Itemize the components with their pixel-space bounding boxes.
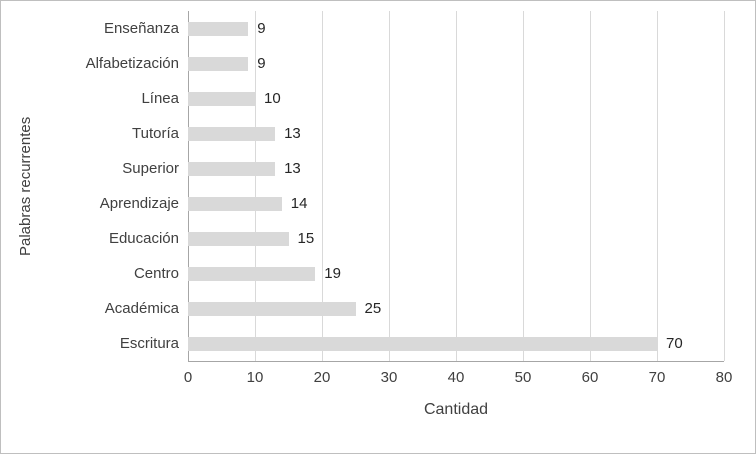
chart-row: Línea 10 [63, 81, 724, 116]
bar-track: 70 [188, 326, 724, 361]
y-axis-title: Palabras recurrentes [17, 116, 34, 256]
category-label: Educación [108, 230, 179, 247]
bar-track: 19 [188, 256, 724, 291]
bar [188, 161, 276, 176]
bar-track: 13 [188, 151, 724, 186]
x-tick-label: 0 [183, 369, 193, 386]
bar-track: 9 [188, 11, 724, 46]
bar [188, 196, 282, 211]
chart-row: Escritura 70 [63, 326, 724, 361]
data-label: 70 [666, 335, 683, 352]
x-axis-title: Cantidad [423, 401, 489, 418]
chart-row: Educación 15 [63, 221, 724, 256]
gridline [389, 11, 390, 361]
category-label: Superior [122, 160, 179, 177]
x-tick-label: 20 [313, 369, 331, 386]
x-tick-label: 30 [380, 369, 398, 386]
chart-row: Académica 25 [63, 291, 724, 326]
plot-rows: Enseñanza 9 Alfabetización 9 Línea 10 Tutoría 1… [63, 11, 724, 361]
data-label: 15 [297, 230, 315, 247]
category-label: Tutoría [132, 125, 179, 142]
gridline [523, 11, 524, 361]
x-tick-label: 10 [246, 369, 264, 386]
bar [188, 266, 316, 281]
category-label: Centro [133, 265, 179, 282]
data-label: 14 [290, 195, 308, 212]
gridline [657, 11, 658, 361]
bar [188, 336, 657, 351]
data-label: 19 [324, 265, 341, 282]
bar [188, 56, 249, 71]
category-label: Aprendizaje [99, 195, 179, 212]
x-tick-label: 70 [648, 369, 666, 386]
bar [188, 21, 249, 36]
bar [188, 126, 276, 141]
gridlines-container [188, 11, 725, 362]
bar [188, 91, 255, 106]
bar [188, 301, 356, 316]
bar-track: 15 [188, 221, 724, 256]
x-tick-label: 80 [715, 369, 733, 386]
data-label: 13 [284, 160, 301, 177]
category-label: Académica [104, 300, 179, 317]
category-label: Escritura [119, 335, 179, 352]
bar [188, 231, 289, 246]
x-tick-label: 40 [447, 369, 465, 386]
data-label: 9 [257, 20, 266, 37]
chart-row: Tutoría 13 [63, 116, 724, 151]
chart-row: Aprendizaje 14 [63, 186, 724, 221]
gridline [255, 11, 256, 361]
data-label: 9 [257, 55, 266, 72]
data-label: 25 [364, 300, 382, 317]
y-axis-line [188, 11, 189, 361]
bar-track: 25 [188, 291, 724, 326]
bar-track: 14 [188, 186, 724, 221]
category-label: Enseñanza [103, 20, 179, 37]
gridline [590, 11, 591, 361]
chart-row: Centro 19 [63, 256, 724, 291]
chart-row: Alfabetización 9 [63, 46, 724, 81]
gridline [724, 11, 725, 361]
gridline [456, 11, 457, 361]
data-label: 13 [284, 125, 301, 142]
x-tick-label: 60 [581, 369, 599, 386]
data-label: 10 [264, 90, 281, 107]
bar-track: 9 [188, 46, 724, 81]
x-axis-ticks: 0 10 20 30 40 50 60 70 80 [184, 369, 733, 389]
chart-row: Enseñanza 9 [63, 11, 724, 46]
x-tick-label: 50 [514, 369, 532, 386]
gridline [322, 11, 323, 361]
bar-track: 10 [188, 81, 724, 116]
bar-track: 13 [188, 116, 724, 151]
category-label: Alfabetización [85, 55, 179, 72]
chart-row: Superior 13 [63, 151, 724, 186]
category-label: Línea [141, 90, 179, 107]
